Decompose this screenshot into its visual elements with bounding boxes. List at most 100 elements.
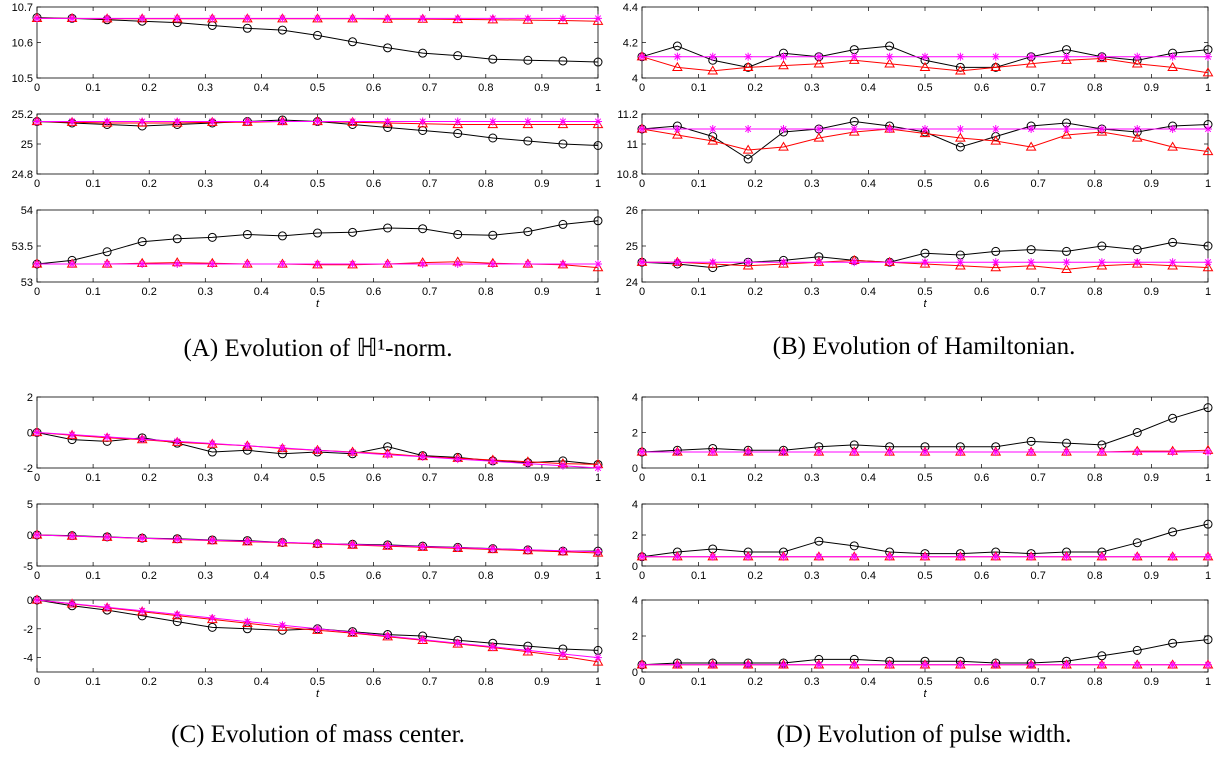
panel-b2-xtick-label: 0.8 (1087, 178, 1102, 190)
panel-c2-magenta-star-marker (594, 547, 602, 556)
panel-a3-magenta-star-marker (523, 260, 532, 268)
panel-c3-xtick-label: 0.7 (422, 676, 437, 688)
panel-a3-black-circle-marker (593, 216, 603, 226)
panel-b3-xtick-label: 0.3 (804, 286, 819, 298)
panel-a1-xtick-label: 0.1 (85, 82, 100, 94)
panel-b3-ytick-label: 25 (626, 241, 638, 253)
panel-b1-xtick-label: 0.7 (1031, 82, 1046, 94)
panel-a3-xtick-label: 0 (34, 286, 40, 298)
panel-c2-magenta-star-marker (173, 535, 182, 544)
panel-d2-magenta-star-marker (1097, 552, 1106, 561)
panel-b2-axes-box (641, 113, 1209, 175)
panel-c2-magenta-star-marker (418, 542, 427, 551)
panel-a3-black-circle-marker (172, 234, 182, 244)
panel-a3-xtick-label: 0.9 (534, 286, 549, 298)
panel-b3-magenta-star-marker (638, 258, 646, 267)
panel-d2-magenta-star-marker (921, 552, 929, 561)
panel-c1-ytick-label: -2 (23, 463, 33, 475)
panel-a1-black-circle-marker (242, 23, 252, 33)
panel-b1-group: 0 0.1 0.2 0.3 0.4 0.5 0.6 0.7 0.8 0.9 1 4 4.2 4.4 (623, 2, 1214, 94)
panel-d3-magenta-star-marker (1204, 660, 1212, 669)
panel-b2-magenta-star-marker (1097, 125, 1106, 133)
panel-a3-black-circle-marker (313, 228, 322, 238)
panel-d1-black-circle-marker (1132, 428, 1142, 437)
panel-b1-red-triangle-marker (778, 60, 789, 70)
panel-b1-magenta-star-marker (850, 52, 859, 61)
panel-c3-xtick-label: 0.3 (198, 676, 213, 688)
panel-c3-xtick-label: 0.2 (142, 676, 157, 688)
panel-b2-red-line (641, 128, 1209, 152)
panel-d3-magenta-star-marker (638, 660, 646, 669)
panel-b1-xtick-label: 0.8 (1087, 82, 1102, 94)
panel-a1-magenta-star-marker (383, 14, 392, 23)
panel-b1-black-circle-marker (672, 41, 682, 51)
panel-d2-xtick-label: 0.9 (1144, 570, 1159, 582)
panel-b1-xtick-label: 0.4 (861, 82, 876, 94)
caption-a-letter: (A) (183, 335, 219, 362)
panel-b1-red-triangle-marker (1131, 58, 1143, 68)
panel-b3-black-circle-marker (1168, 237, 1178, 247)
panel-c3-red-triangle-marker (312, 624, 323, 634)
panel-d1-axes-box (641, 396, 1209, 469)
panel-c2-red-triangle-marker (592, 547, 604, 557)
panel-c3-xtick-label: 0 (34, 676, 40, 688)
panel-a2-xtick-label: 0.2 (142, 178, 157, 190)
caption-b-letter: (B) (772, 333, 806, 360)
panel-b1-magenta-star-marker (1168, 52, 1177, 61)
panel-c3-axes-box (36, 599, 599, 673)
panel-a1-magenta-star-marker (243, 14, 252, 23)
panel-a3-magenta-star-marker (383, 260, 392, 268)
panel-a1-red-triangle-marker (557, 15, 569, 25)
panel-d1-magenta-star-marker (885, 448, 894, 457)
panel-b1-red-triangle-marker (742, 61, 754, 71)
panel-b3-red-triangle-marker (1202, 262, 1214, 272)
panel-a2-magenta-star-marker (313, 117, 322, 126)
panel-b3-group: 0 0.1 0.2 0.3 0.4 0.5 0.6 0.7 0.8 0.9 1 24 25 26 t (626, 205, 1214, 310)
panel-a2-xtick-label: 0.5 (310, 178, 325, 190)
panel-c3-red-triangle-marker (206, 613, 218, 624)
panel-a1-magenta-star-marker (453, 14, 462, 23)
panel-d2-group: 0 0.1 0.2 0.3 0.4 0.5 0.6 0.7 0.8 0.9 1 0 2 4 (632, 499, 1214, 582)
panel-a3-xlabel: t (316, 298, 320, 310)
panel-a2-magenta-star-marker (523, 117, 532, 126)
panel-d2-xtick-label: 0.1 (691, 570, 706, 582)
panel-a1-black-circle-marker (523, 55, 533, 65)
panel-b2-red-triangle-marker (672, 129, 683, 139)
panel-d2-black-circle-marker (1168, 527, 1178, 537)
panel-d1-ytick-label: 4 (632, 392, 638, 404)
panel-a2-black-circle-marker (488, 133, 498, 143)
panel-a2-black-circle-marker (523, 136, 533, 146)
panel-b1-xtick-label: 1 (1205, 82, 1211, 94)
panel-b3-magenta-star-marker (744, 258, 753, 267)
panel-b2-red-triangle-marker (955, 132, 966, 142)
panel-d1-ytick-label: 2 (632, 428, 638, 440)
panel-d2-black-circle-marker (814, 536, 824, 546)
panel-b2-magenta-star-marker (1168, 125, 1177, 133)
panel-a2-red-triangle-marker (171, 117, 183, 127)
panel-b2-xtick-label: 0.1 (691, 178, 706, 190)
panel-c1-magenta-star-marker (383, 450, 392, 459)
panel-c1-axes-box (36, 396, 599, 469)
panel-c3-red-triangle-marker (522, 646, 534, 656)
panel-c3-red-triangle-marker (557, 650, 569, 660)
panel-d2-black-circle-marker (1203, 519, 1213, 529)
panel-a2-xtick-label: 0 (34, 178, 40, 190)
panel-c1-xtick-label: 0.3 (198, 472, 213, 484)
panel-a1-xtick-label: 0.3 (198, 82, 213, 94)
panel-c1-ytick-label: 0 (27, 428, 33, 440)
panel-a1-xtick-label: 0.9 (534, 82, 549, 94)
panel-c3-black-circle-marker (207, 622, 217, 632)
panel-d3-xtick-label: 0.7 (1031, 676, 1046, 688)
panel-d1-xtick-label: 0.4 (861, 472, 876, 484)
panel-c3-xtick-label: 0.8 (478, 676, 493, 688)
panel-b1-magenta-star-marker (779, 52, 788, 61)
panel-c2-magenta-star-marker (208, 536, 217, 545)
panel-b2-red-triangle-marker (1025, 141, 1037, 151)
panel-d3-xtick-label: 0.2 (748, 676, 763, 688)
panel-a1-xtick-label: 0.5 (310, 82, 325, 94)
panel-b3-magenta-star-marker (850, 258, 859, 267)
panel-a1-black-circle-marker (558, 56, 568, 66)
panel-a2-magenta-star-marker (348, 117, 357, 126)
panel-a1-magenta-star-marker (208, 14, 217, 23)
panel-d2-xtick-label: 0.3 (804, 570, 819, 582)
